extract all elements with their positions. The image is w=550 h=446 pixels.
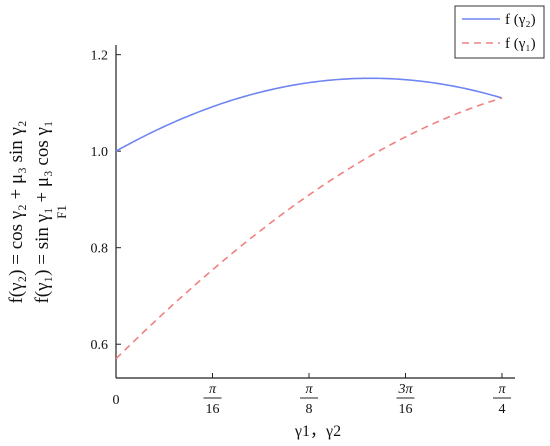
y-tick-label: 1.2 bbox=[91, 49, 109, 64]
legend-label-f-gamma1: f (γ₁) bbox=[505, 36, 536, 52]
x-tick-denominator: 16 bbox=[206, 402, 220, 417]
y-tick-label: 0.8 bbox=[91, 242, 109, 257]
x-tick-numerator: 3π bbox=[397, 382, 413, 397]
x-tick-numerator: π bbox=[498, 382, 506, 397]
x-tick-denominator: 8 bbox=[306, 402, 313, 417]
legend-label-f-gamma2: f (γ₂) bbox=[505, 12, 536, 28]
series-line-f-gamma2 bbox=[115, 77, 503, 152]
y-label-line-2: f(γ₁) = sin γ₁ + μ₃ cos γ₁ bbox=[32, 120, 53, 303]
legend: f (γ₂) f (γ₁) bbox=[454, 5, 545, 59]
x-tick-label: 0 bbox=[113, 393, 120, 408]
x-axis-label: γ1，γ2 bbox=[294, 423, 341, 440]
x-tick-numerator: π bbox=[209, 382, 217, 397]
y-tick-label: 1.0 bbox=[91, 145, 109, 160]
series-layer bbox=[115, 77, 503, 360]
y-tick-label: 0.6 bbox=[91, 338, 109, 353]
x-tick-numerator: π bbox=[305, 382, 313, 397]
y-label-line-1: f(γ₂) = cos γ₂ + μ₃ sin γ₂ bbox=[6, 120, 27, 303]
legend-box bbox=[454, 5, 545, 59]
y-label-line-3: F1 bbox=[54, 205, 69, 219]
ticks: 0.6 0.8 1.0 1.2 0 π 16 π 8 3π 16 π 4 bbox=[91, 49, 511, 417]
x-tick-denominator: 4 bbox=[499, 402, 506, 417]
x-tick-denominator: 16 bbox=[399, 402, 413, 417]
axes bbox=[115, 45, 515, 379]
y-axis-label: f(γ₂) = cos γ₂ + μ₃ sin γ₂ f(γ₁) = sin γ… bbox=[6, 120, 69, 303]
series-line-f-gamma1 bbox=[115, 97, 503, 360]
